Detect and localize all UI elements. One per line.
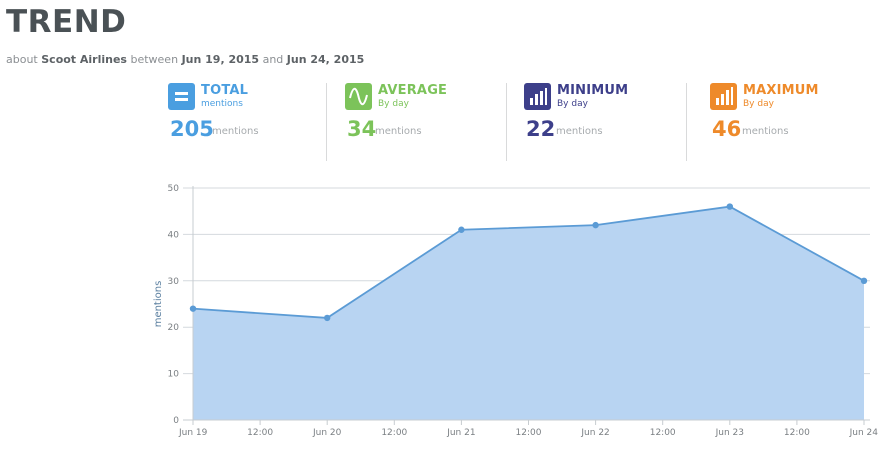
x-tick-label: 12:00 — [381, 428, 407, 438]
stat-maximum-sublabel: By day — [743, 99, 774, 109]
data-point — [726, 203, 733, 210]
stat-total-label: TOTAL — [201, 83, 249, 98]
stat-average-label: AVERAGE — [378, 83, 448, 98]
y-tick-label: 20 — [168, 323, 180, 333]
trend-chart: 0 10 20 30 40 50 Jun 19 12:00 Jun 20 12:00 Jun 21 1… — [153, 184, 879, 438]
stat-minimum-sublabel: By day — [557, 99, 588, 109]
x-tick-label: Jun 19 — [178, 428, 208, 438]
y-axis-label: mentions — [153, 281, 164, 328]
stat-total-unit: mentions — [212, 126, 259, 137]
y-tick-label: 30 — [168, 277, 180, 287]
stat-average-unit: mentions — [375, 126, 422, 137]
page-subtitle: about Scoot Airlines between Jun 19, 201… — [6, 53, 364, 66]
y-tick-label: 40 — [168, 230, 180, 240]
stat-maximum-value: 46 — [712, 117, 742, 141]
subtitle-about: about — [6, 53, 38, 66]
data-point — [324, 314, 331, 322]
subtitle-between: between — [130, 53, 179, 66]
stat-divider — [686, 83, 687, 161]
x-tick-label: 12:00 — [650, 428, 676, 438]
bars-low-icon — [524, 83, 551, 110]
stat-divider — [506, 83, 507, 161]
x-tick-label: Jun 20 — [312, 428, 342, 438]
x-tick-label: Jun 22 — [580, 428, 609, 438]
equals-icon — [168, 83, 195, 110]
wave-icon — [345, 83, 372, 110]
stat-average-value: 34 — [347, 117, 377, 141]
stat-average-sublabel: By day — [378, 99, 409, 109]
stat-total-value: 205 — [170, 117, 214, 141]
x-tick-label: Jun 21 — [446, 428, 475, 438]
y-tick-label: 10 — [168, 370, 180, 380]
subtitle-brand: Scoot Airlines — [41, 53, 127, 66]
y-tick-label: 50 — [168, 184, 180, 194]
stat-divider — [326, 83, 327, 161]
subtitle-start-date: Jun 19, 2015 — [181, 53, 260, 66]
series-area — [193, 206, 864, 420]
stat-maximum-label: MAXIMUM — [743, 83, 819, 98]
data-point — [592, 221, 599, 229]
data-point — [860, 277, 868, 284]
stat-minimum-value: 22 — [526, 117, 556, 141]
x-tick-label: 12:00 — [247, 428, 273, 438]
x-tick-label: Jun 24 — [849, 428, 879, 438]
stat-minimum-unit: mentions — [556, 126, 603, 137]
x-tick-label: 12:00 — [516, 428, 542, 438]
page-title: TREND — [6, 4, 127, 40]
subtitle-end-date: Jun 24, 2015 — [286, 53, 365, 66]
stat-total-sublabel: mentions — [201, 99, 243, 109]
data-point — [189, 305, 197, 312]
x-tick-label: 12:00 — [784, 428, 810, 438]
y-tick-label: 0 — [173, 416, 179, 426]
bars-high-icon — [710, 83, 737, 110]
x-tick-label: Jun 23 — [715, 428, 744, 438]
series-line — [192, 205, 865, 319]
stats-panel: TOTAL mentions 205 mentions AVERAGE By d… — [168, 83, 888, 163]
stat-minimum-label: MINIMUM — [557, 83, 629, 98]
data-point — [458, 226, 465, 233]
subtitle-and: and — [262, 53, 284, 66]
stat-maximum-unit: mentions — [742, 126, 789, 137]
